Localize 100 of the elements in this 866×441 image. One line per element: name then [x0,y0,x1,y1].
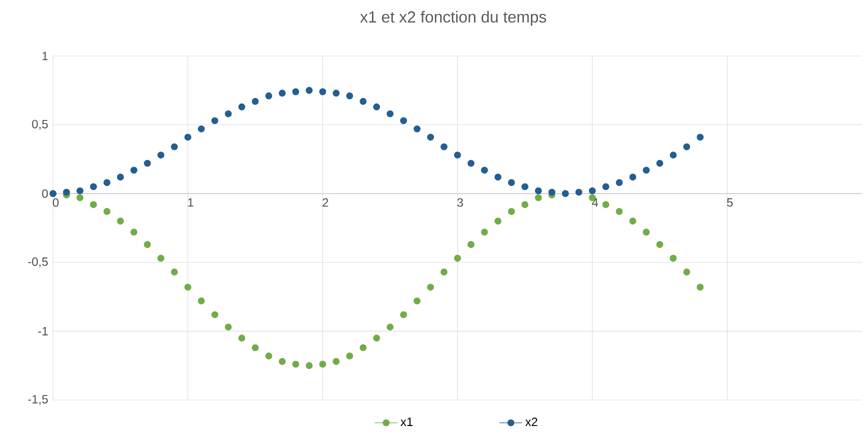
y-tick-label: -1 [38,327,48,336]
point [278,358,286,365]
point [696,134,704,141]
point [252,344,259,352]
point [656,160,664,167]
point [670,152,677,159]
x-tick-label: 0 [52,198,59,207]
point [508,179,515,186]
point [534,194,542,202]
point [386,110,394,118]
point [224,110,232,118]
point [157,254,164,262]
point [494,174,502,181]
point [521,201,528,208]
point [103,208,110,215]
x-tick-label: 5 [727,198,733,207]
point [265,92,272,100]
point [238,103,246,110]
point [346,92,354,100]
point [130,166,138,174]
point [683,268,690,276]
x-tick-label: 3 [457,198,464,207]
point [373,103,380,110]
point [265,352,272,360]
point [440,268,448,276]
point [454,254,461,262]
point [360,344,367,352]
point [332,90,340,97]
point [427,284,434,291]
point [602,201,610,208]
point [414,125,421,132]
point [211,311,218,318]
y-tick-label: -1,5 [28,395,48,405]
point [144,241,151,248]
point [184,134,192,141]
x-tick-label: 2 [322,198,328,207]
point [130,228,138,236]
point [157,152,164,159]
point [494,218,502,225]
point [116,174,124,181]
point [319,360,326,368]
point [63,188,70,196]
point [400,311,408,318]
point [90,183,97,190]
point [696,284,704,291]
point [548,188,556,196]
point [629,218,636,225]
point [602,183,610,190]
point [454,152,461,159]
point [292,360,300,368]
point [238,334,246,342]
legend-label: x2 [525,418,538,426]
point [306,362,313,370]
point [360,98,367,105]
point [76,194,84,202]
point [319,88,326,96]
point [616,179,623,186]
point [400,117,408,124]
point [252,98,259,105]
x-tick-label: 4 [592,198,598,207]
point [170,268,178,276]
point [683,143,690,150]
point [224,324,232,331]
point [575,188,582,196]
point [116,218,124,225]
point [198,125,205,132]
y-tick-label: 0 [42,189,48,198]
point [76,187,84,194]
point [440,143,448,150]
point [481,166,488,174]
y-tick-label: -0,5 [28,257,48,268]
point [616,208,623,215]
point [103,179,110,186]
point [642,228,650,236]
point [292,88,300,96]
point [534,187,542,194]
point [468,241,474,248]
point [629,174,636,181]
point [508,208,515,215]
point [306,86,313,94]
point [588,187,596,194]
point [414,297,421,304]
point [184,284,192,291]
point [144,160,151,167]
x-tick-label: 1 [188,198,194,207]
point [198,297,205,304]
point [170,143,178,150]
point [642,166,650,174]
y-tick-label: 1 [42,52,48,60]
legend-label: x1 [400,418,413,426]
point [332,358,340,365]
point [670,254,677,262]
point [386,324,394,331]
point [373,334,380,342]
point [656,241,664,248]
point [481,228,488,236]
y-tick-label: 0,5 [32,120,48,130]
point [468,160,474,167]
chart-title: x1 et x2 fonction du temps [360,10,546,26]
point [427,134,434,141]
